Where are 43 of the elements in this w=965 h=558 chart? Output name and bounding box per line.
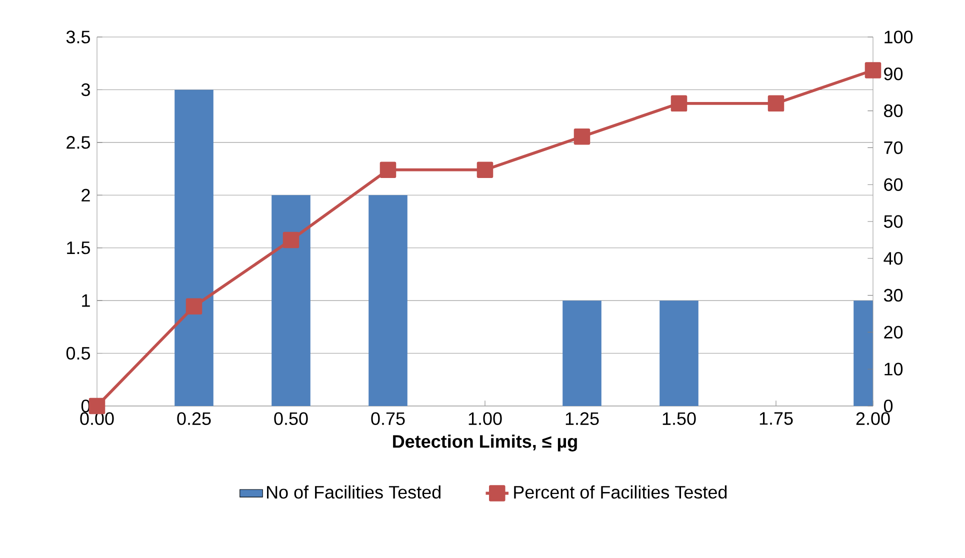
- y2-tick-label: 60: [884, 178, 903, 191]
- point: [186, 298, 202, 315]
- x-tick-label: 1.50: [662, 412, 696, 426]
- x-tick-label: 2.00: [856, 412, 890, 426]
- x-tick-label: 0.00: [80, 412, 114, 426]
- legend-label: Percent of Facilities Tested: [514, 485, 727, 499]
- y-tick-label: 3.5: [66, 30, 90, 44]
- point: [768, 95, 784, 112]
- y-tick-label: 2: [82, 188, 90, 202]
- point: [574, 128, 590, 145]
- x-tick-label: 0.50: [274, 412, 308, 426]
- x-tick-label: 0.25: [177, 412, 211, 426]
- y2-tick-label: 30: [884, 288, 903, 302]
- bar: [272, 195, 310, 406]
- y-tick-label: 3: [81, 83, 90, 96]
- y2-tick-label: 40: [884, 252, 903, 265]
- x-tick-label: 1.75: [760, 412, 793, 425]
- y2-tick-label: 100: [884, 30, 913, 44]
- y2-tick-label: 70: [884, 141, 903, 154]
- y-tick-label: 1.5: [67, 242, 90, 254]
- y2-tick-label: 0: [884, 400, 893, 412]
- y2-tick-label: 20: [884, 326, 903, 339]
- y2-tick-label: 50: [884, 215, 903, 228]
- legend-label: No of Facilities Tested: [267, 485, 440, 499]
- bar: [174, 90, 214, 406]
- x-tick-label: 0.75: [371, 412, 405, 426]
- point: [380, 162, 396, 178]
- x-tick-label: 1.00: [468, 412, 502, 426]
- bar: [562, 300, 602, 406]
- y2-tick-label: 90: [884, 68, 903, 80]
- bar: [660, 300, 698, 406]
- y-tick-label: 0.5: [66, 346, 90, 360]
- point: [670, 95, 688, 112]
- y2-tick-label: 10: [884, 362, 903, 376]
- point: [282, 232, 300, 248]
- y-tick-label: 2.5: [66, 136, 90, 149]
- x-axis-title: Detection Limits, ≤ µg: [393, 434, 577, 452]
- x-tick-label: 1.25: [566, 412, 599, 426]
- y-tick-label: 1: [82, 294, 90, 307]
- point: [476, 162, 494, 178]
- y2-tick-label: 80: [884, 104, 903, 118]
- bar: [368, 195, 408, 406]
- point: [864, 62, 882, 78]
